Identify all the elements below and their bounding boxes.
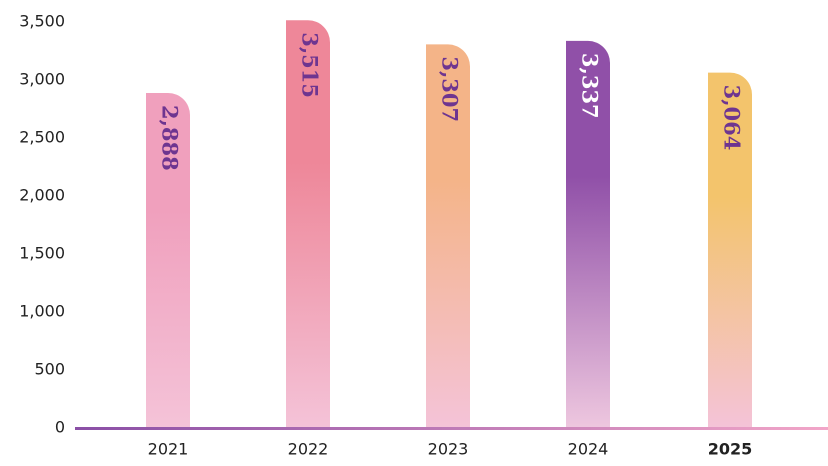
bar [708,72,752,429]
y-tick-label: 1,500 [19,244,65,263]
y-tick-label: 1,000 [19,302,65,321]
y-tick-label: 2,000 [19,186,65,205]
value-label: 3,337 [578,53,603,119]
value-label: 3,307 [438,56,463,122]
y-tick-label: 2,500 [19,128,65,147]
x-tick-label: 2021 [148,440,189,459]
value-label: 3,515 [298,32,323,98]
value-label: 2,888 [158,105,183,171]
y-tick-label: 3,000 [19,70,65,89]
x-tick-label: 2025 [708,440,753,459]
x-tick-label: 2023 [428,440,469,459]
x-tick-label: 2022 [288,440,329,459]
y-tick-label: 3,500 [19,12,65,31]
bar [146,92,190,428]
x-tick-label: 2024 [568,440,609,459]
value-label: 3,064 [720,85,745,151]
y-tick-label: 500 [34,360,65,379]
y-tick-label: 0 [55,418,65,437]
bar [566,40,610,429]
bar [426,44,470,428]
bar [286,20,330,428]
x-axis [75,427,828,430]
